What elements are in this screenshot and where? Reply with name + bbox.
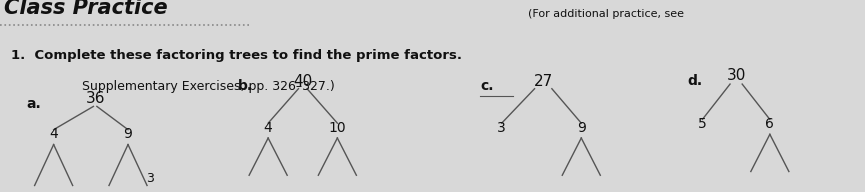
- Text: Class Practice: Class Practice: [4, 0, 168, 18]
- Text: 9: 9: [577, 121, 586, 135]
- Text: 5: 5: [698, 117, 707, 131]
- Text: 3: 3: [497, 121, 506, 135]
- Text: 1.  Complete these factoring trees to find the prime factors.: 1. Complete these factoring trees to fin…: [11, 49, 462, 62]
- Text: d.: d.: [688, 74, 702, 88]
- Text: 27: 27: [534, 74, 553, 89]
- Text: (For additional practice, see: (For additional practice, see: [528, 9, 683, 19]
- Text: 9: 9: [124, 127, 132, 141]
- Text: 4: 4: [49, 127, 58, 141]
- Text: 6: 6: [766, 117, 774, 131]
- Text: 4: 4: [264, 121, 272, 135]
- Text: a.: a.: [26, 97, 41, 111]
- Text: b.: b.: [238, 79, 253, 93]
- Text: c.: c.: [480, 79, 494, 93]
- Text: Supplementary Exercises, pp. 326–327.): Supplementary Exercises, pp. 326–327.): [82, 80, 335, 93]
- Text: 10: 10: [329, 121, 346, 135]
- Text: 40: 40: [293, 74, 312, 89]
- Text: 30: 30: [727, 68, 746, 83]
- Text: 3: 3: [146, 171, 155, 185]
- Text: 36: 36: [86, 91, 105, 106]
